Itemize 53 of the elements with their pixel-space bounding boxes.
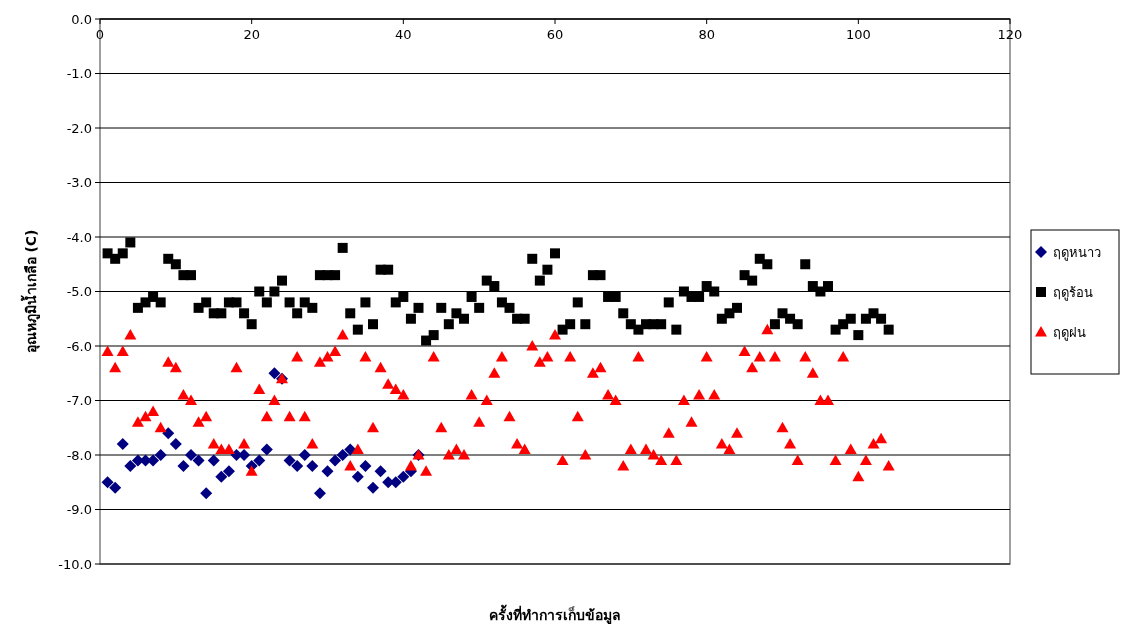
x-tick-label: 40: [395, 27, 412, 42]
y-tick-label: -10.0: [58, 556, 92, 572]
y-tick-label: -3.0: [66, 175, 92, 190]
x-tick-label: 0: [95, 27, 105, 42]
point: [329, 454, 342, 467]
point: [313, 487, 326, 500]
point: [200, 487, 213, 500]
point: [306, 459, 319, 472]
legend-label: ฤดูร้อน: [1053, 285, 1093, 301]
point: [154, 449, 167, 461]
point: [192, 454, 205, 467]
point: [101, 476, 114, 489]
point: [268, 367, 281, 380]
x-tick-label: 120: [997, 27, 1023, 42]
y-tick-label: -2.0: [66, 120, 92, 136]
point: [222, 465, 235, 478]
point: [124, 459, 137, 472]
point: [367, 481, 379, 494]
y-tick-label: 0.0: [71, 11, 92, 27]
x-tick-label: 80: [698, 27, 715, 42]
y-tick-label: -5.0: [66, 284, 92, 299]
point: [185, 449, 197, 461]
point: [215, 470, 228, 483]
y-axis-title: อุณหภูมิน้ำเกลือ (C): [20, 229, 40, 354]
point: [109, 481, 122, 494]
point: [374, 465, 387, 478]
y-tick-label: -9.0: [66, 502, 92, 517]
x-tick-label: 100: [845, 27, 871, 42]
y-tick-label: -1.0: [66, 66, 92, 81]
point: [283, 454, 296, 467]
y-tick-label: -6.0: [66, 338, 92, 354]
y-tick-label: -8.0: [66, 447, 92, 463]
point: [260, 443, 273, 456]
point: [359, 459, 372, 472]
point: [397, 470, 410, 483]
point: [116, 438, 129, 451]
point: [351, 470, 364, 483]
x-tick-label: 20: [243, 27, 260, 42]
point: [207, 454, 220, 467]
y-tick-label: -7.0: [66, 393, 92, 408]
x-tick-label: 60: [546, 27, 564, 42]
point: [336, 449, 349, 461]
point: [321, 465, 334, 478]
y-tick-label: -4.0: [66, 229, 92, 245]
point: [291, 459, 304, 472]
point: [162, 427, 175, 440]
point: [169, 438, 182, 451]
x-axis-title: ครั้งที่ทำการเก็บข้อมูล: [489, 604, 621, 624]
point: [177, 459, 190, 472]
legend-label: ฤดูหนาว: [1053, 245, 1101, 261]
point: [298, 449, 311, 461]
point: [253, 454, 266, 467]
legend-label: ฤดูฝน: [1053, 325, 1086, 341]
